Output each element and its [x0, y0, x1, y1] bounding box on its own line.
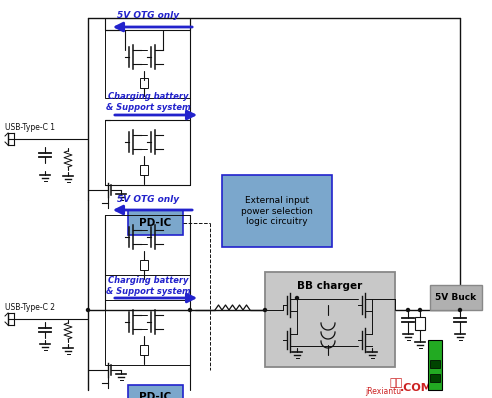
Bar	[140, 165, 148, 175]
Bar	[140, 345, 148, 355]
Text: PD-IC: PD-IC	[139, 217, 172, 228]
Bar	[140, 78, 148, 88]
Circle shape	[406, 308, 409, 312]
Circle shape	[419, 308, 422, 312]
Circle shape	[188, 308, 191, 312]
Circle shape	[459, 308, 461, 312]
Text: External input
power selection
logic circuitry: External input power selection logic cir…	[241, 196, 313, 226]
Bar	[128, 385, 183, 398]
Text: 5V OTG only: 5V OTG only	[117, 10, 179, 20]
Bar	[265, 272, 395, 367]
Circle shape	[87, 308, 90, 312]
Text: 线图: 线图	[390, 378, 403, 388]
Circle shape	[264, 308, 267, 312]
Bar	[428, 340, 442, 390]
Bar	[430, 374, 440, 382]
Text: .COM: .COM	[400, 383, 433, 393]
Bar	[105, 120, 190, 185]
Text: USB-Type-C 2: USB-Type-C 2	[5, 304, 55, 312]
Text: Charging battery
& Support system: Charging battery & Support system	[106, 276, 190, 296]
Text: PD-IC: PD-IC	[139, 392, 172, 398]
Text: Charging battery
& Support system: Charging battery & Support system	[106, 92, 190, 112]
Text: 5V Buck: 5V Buck	[435, 293, 477, 302]
Bar	[105, 215, 190, 275]
Bar	[105, 30, 190, 98]
Text: USB-Type-C 1: USB-Type-C 1	[5, 123, 55, 133]
Bar	[105, 300, 190, 365]
Text: 5V OTG only: 5V OTG only	[117, 195, 179, 205]
Text: BB charger: BB charger	[297, 281, 363, 291]
Bar	[140, 260, 148, 270]
Bar	[430, 360, 440, 368]
Bar	[430, 285, 482, 310]
Text: jRexiantu: jRexiantu	[365, 386, 401, 396]
Circle shape	[296, 297, 299, 300]
Bar	[222, 175, 332, 247]
Bar	[415, 317, 425, 330]
Bar	[128, 210, 183, 235]
